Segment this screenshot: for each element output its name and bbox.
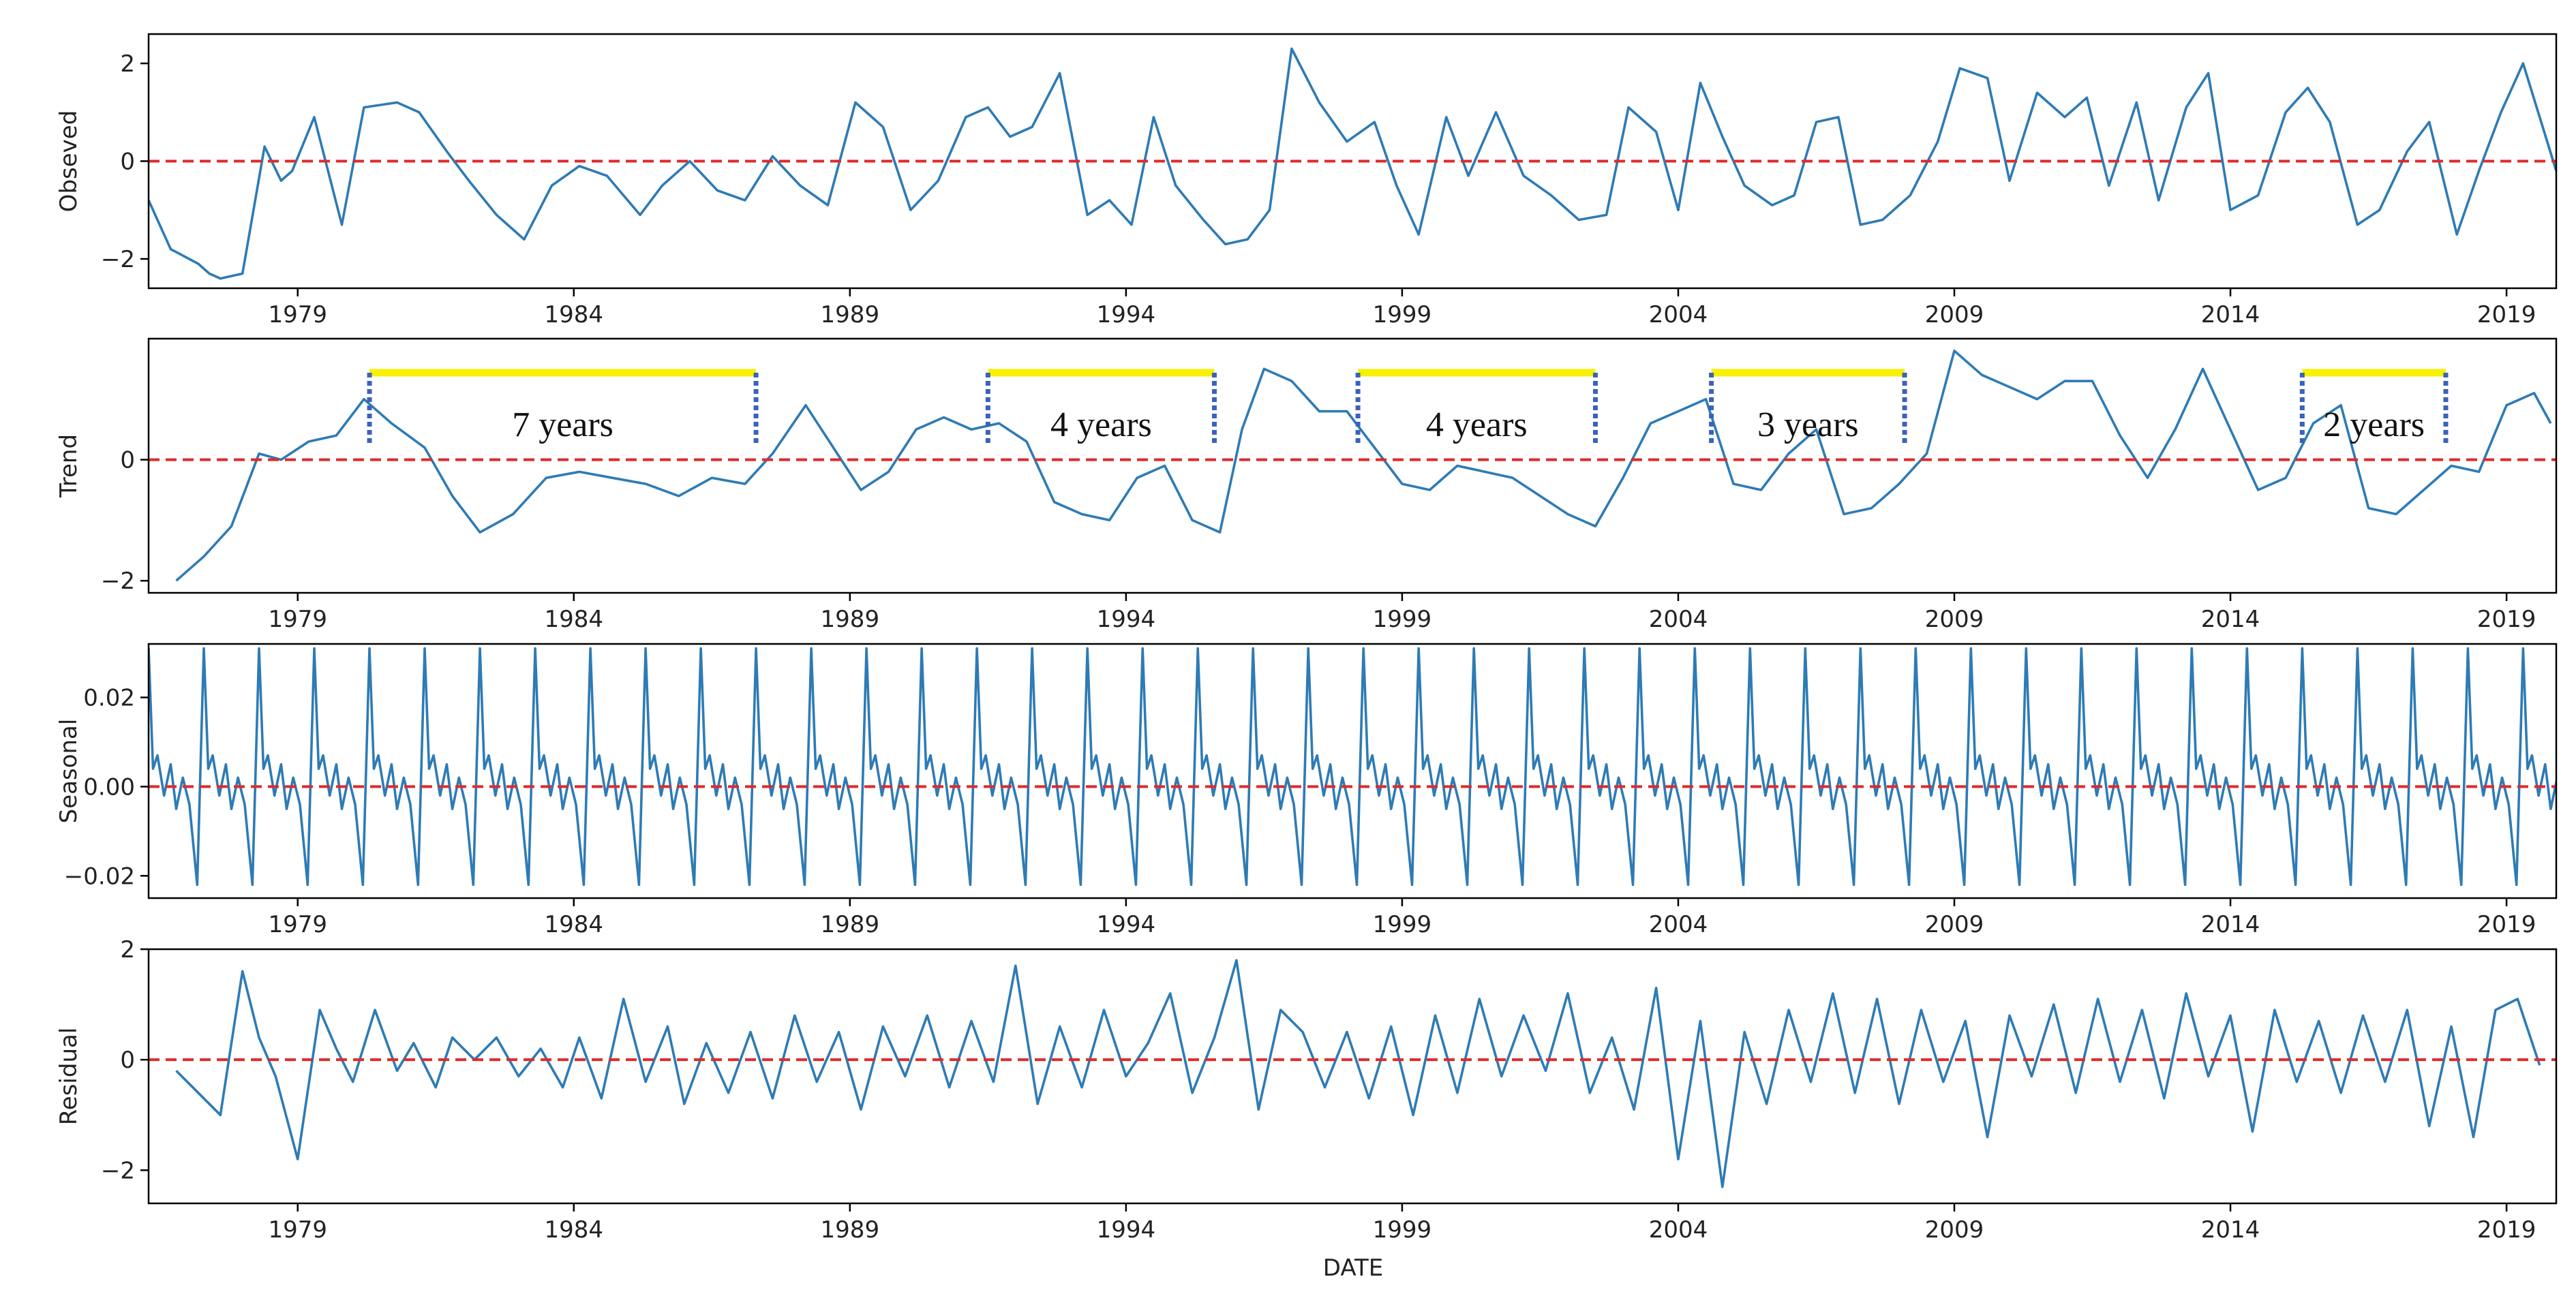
panel-observed: 2 0 −2 1979 1984 1989 1994 1999 2004 2009 2014 2019… xyxy=(55,33,2558,328)
x-tick-label: 2014 xyxy=(2201,606,2260,633)
x-tick-label: 1979 xyxy=(268,911,327,938)
y-axis-label: Obseved xyxy=(55,110,82,213)
x-tick-label: 1989 xyxy=(821,301,880,328)
cycle-duration-label: 3 years xyxy=(1757,405,1859,444)
axes-frame xyxy=(147,337,2558,594)
y-axis-label: Trend xyxy=(55,434,82,498)
cycle-duration-label: 4 years xyxy=(1050,405,1152,444)
x-tick-label: 1994 xyxy=(1097,1216,1156,1244)
x-tick-label: 1984 xyxy=(545,606,604,633)
y-tick-label: 0.00 xyxy=(83,773,135,801)
x-tick-label: 1994 xyxy=(1097,911,1156,938)
x-tick-label: 2009 xyxy=(1925,1216,1984,1244)
cycle-duration-label: 2 years xyxy=(2323,405,2425,444)
cycle-annotation: 4 years xyxy=(985,369,1217,446)
x-tick-label: 2009 xyxy=(1925,301,1984,328)
y-tick-label: 2 xyxy=(120,936,135,964)
y-tick-label: 0 xyxy=(120,447,135,474)
cycle-annotation: 4 years xyxy=(1355,369,1598,446)
axes-frame xyxy=(147,948,2558,1205)
seasonal-series-line xyxy=(149,647,2556,887)
cycle-annotation: 3 years xyxy=(1709,369,1907,446)
x-axis-label: DATE xyxy=(1323,1254,1383,1282)
y-tick-label: 2 xyxy=(120,50,135,78)
x-tick-label: 1999 xyxy=(1373,606,1432,633)
x-tick-label: 1979 xyxy=(268,606,327,633)
y-tick-label: 0 xyxy=(120,1047,135,1074)
panel-trend: 0 −2 1979 1984 1989 1994 1999 2004 2009 2014 2019 T… xyxy=(55,337,2558,633)
x-tick-label: 1979 xyxy=(268,1216,327,1244)
cycle-duration-label: 4 years xyxy=(1426,405,1528,444)
x-tick-label: 2004 xyxy=(1649,606,1708,633)
x-tick-label: 2019 xyxy=(2477,606,2536,633)
y-axis-label: Seasonal xyxy=(55,719,82,824)
x-tick-label: 2014 xyxy=(2201,911,2260,938)
cycle-annotation: 2 years xyxy=(2299,369,2449,446)
x-tick-label: 2019 xyxy=(2477,301,2536,328)
x-tick-label: 1984 xyxy=(545,911,604,938)
x-tick-label: 1979 xyxy=(268,301,327,328)
x-tick-label: 1999 xyxy=(1373,301,1432,328)
x-tick-label: 1989 xyxy=(821,606,880,633)
panel-seasonal: 0.02 0.00 −0.02 1979 1984 1989 1994 1999 2004 200… xyxy=(55,643,2558,938)
x-tick-label: 2019 xyxy=(2477,911,2536,938)
x-tick-label: 2019 xyxy=(2477,1216,2536,1244)
x-tick-label: 1994 xyxy=(1097,301,1156,328)
y-tick-label: −2 xyxy=(101,568,135,595)
y-tick-label: 0 xyxy=(120,149,135,176)
x-tick-label: 2004 xyxy=(1649,1216,1708,1244)
y-tick-label: −0.02 xyxy=(64,863,135,890)
axes-frame xyxy=(147,33,2558,290)
cycle-duration-label: 7 years xyxy=(512,405,613,444)
y-tick-label: −2 xyxy=(101,246,135,273)
x-tick-label: 1994 xyxy=(1097,606,1156,633)
y-tick-label: 0.02 xyxy=(83,685,135,712)
residual-series-line xyxy=(175,959,2541,1188)
x-tick-label: 2014 xyxy=(2201,1216,2260,1244)
observed-series-line xyxy=(149,47,2556,280)
x-tick-label: 2009 xyxy=(1925,911,1984,938)
x-tick-label: 1999 xyxy=(1373,1216,1432,1244)
y-axis-label: Residual xyxy=(55,1028,82,1126)
x-tick-label: 1984 xyxy=(545,1216,604,1244)
x-tick-label: 1989 xyxy=(821,1216,880,1244)
x-tick-label: 2004 xyxy=(1649,301,1708,328)
trend-series-line xyxy=(175,350,2552,582)
x-tick-label: 2009 xyxy=(1925,606,1984,633)
panel-residual: 2 0 −2 1979 1984 1989 1994 1999 2004 2009 2014 2019… xyxy=(55,936,2558,1244)
y-tick-label: −2 xyxy=(101,1157,135,1184)
x-tick-label: 2004 xyxy=(1649,911,1708,938)
x-tick-label: 1999 xyxy=(1373,911,1432,938)
axes-frame xyxy=(147,643,2558,899)
x-tick-label: 1989 xyxy=(821,911,880,938)
x-tick-label: 2014 xyxy=(2201,301,2260,328)
x-tick-label: 1984 xyxy=(545,301,604,328)
cycle-annotation: 7 years xyxy=(367,369,759,446)
